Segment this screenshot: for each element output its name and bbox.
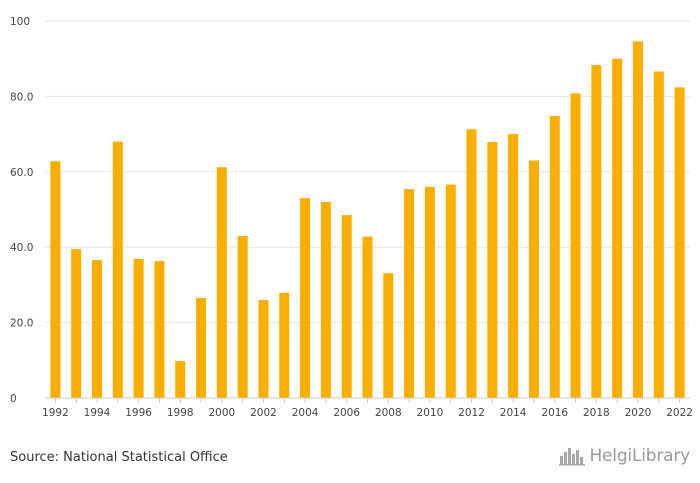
x-tick-label: 2020 [625,407,652,419]
brand-logo[interactable]: HelgiLibrary [559,446,690,466]
bar-2004[interactable] [300,198,311,398]
bar-2017[interactable] [570,93,581,398]
bar-1998[interactable] [175,361,186,398]
bar-2022[interactable] [674,87,685,398]
y-tick-label: 20.0 [10,318,33,330]
bar-2008[interactable] [383,273,394,398]
y-tick-label: 0 [10,393,17,405]
x-tick-label: 2022 [666,407,693,419]
bar-2019[interactable] [612,58,623,398]
x-tick-label: 2004 [292,407,319,419]
x-tick-label: 1996 [125,407,152,419]
bar-2006[interactable] [341,215,352,398]
y-tick-label: 100 [10,16,30,28]
bar-2005[interactable] [320,201,331,398]
y-tick-label: 40.0 [10,242,33,254]
x-tick-label: 2000 [208,407,235,419]
bar-2010[interactable] [424,186,435,398]
bar-1992[interactable] [50,161,61,398]
x-tick-label: 1998 [167,407,194,419]
bar-2013[interactable] [487,142,498,398]
grid-lines [45,20,690,324]
brand-name: HelgiLibrary [589,446,690,466]
bar-2002[interactable] [258,299,269,398]
bar-1996[interactable] [133,258,144,398]
bar-2001[interactable] [237,235,248,398]
bar-2012[interactable] [466,129,477,398]
bar-2003[interactable] [279,292,290,398]
bar-2009[interactable] [404,189,415,398]
city-skyline-icon [559,448,586,466]
bars [50,41,685,399]
y-tick-label: 60.0 [10,167,33,179]
source-note: Source: National Statistical Office [10,450,228,465]
bar-2007[interactable] [362,236,373,398]
y-tick-label: 80.0 [10,91,33,103]
bar-1994[interactable] [92,260,103,398]
bar-2014[interactable] [508,134,519,398]
bar-2016[interactable] [549,116,560,398]
bar-2018[interactable] [591,65,602,399]
bar-1999[interactable] [196,298,207,398]
bar-1997[interactable] [154,261,165,398]
x-axis-ticks: 1992 1994 1996 1998 2000 2002 2004 2006 2008 2010… [42,398,693,419]
bar-1995[interactable] [112,141,123,398]
bar-chart: 0 20.0 40.0 60.0 80.0 100 1992 1994 1996 1998 200… [10,16,693,419]
y-axis-ticks: 0 20.0 40.0 60.0 80.0 100 [10,16,33,405]
x-tick-label: 1994 [84,407,111,419]
x-tick-label: 2014 [500,407,527,419]
x-tick-label: 2010 [417,407,444,419]
bar-2020[interactable] [632,41,643,399]
x-tick-label: 2018 [583,407,610,419]
bar-2021[interactable] [653,71,664,399]
x-tick-label: 1992 [42,407,69,419]
bar-2015[interactable] [528,160,539,398]
bar-2011[interactable] [445,184,456,398]
x-tick-label: 2008 [375,407,402,419]
bar-2000[interactable] [216,167,227,398]
x-tick-label: 2012 [458,407,485,419]
x-tick-label: 2016 [541,407,568,419]
x-tick-label: 2006 [333,407,360,419]
bar-1993[interactable] [71,249,82,398]
x-tick-label: 2002 [250,407,277,419]
